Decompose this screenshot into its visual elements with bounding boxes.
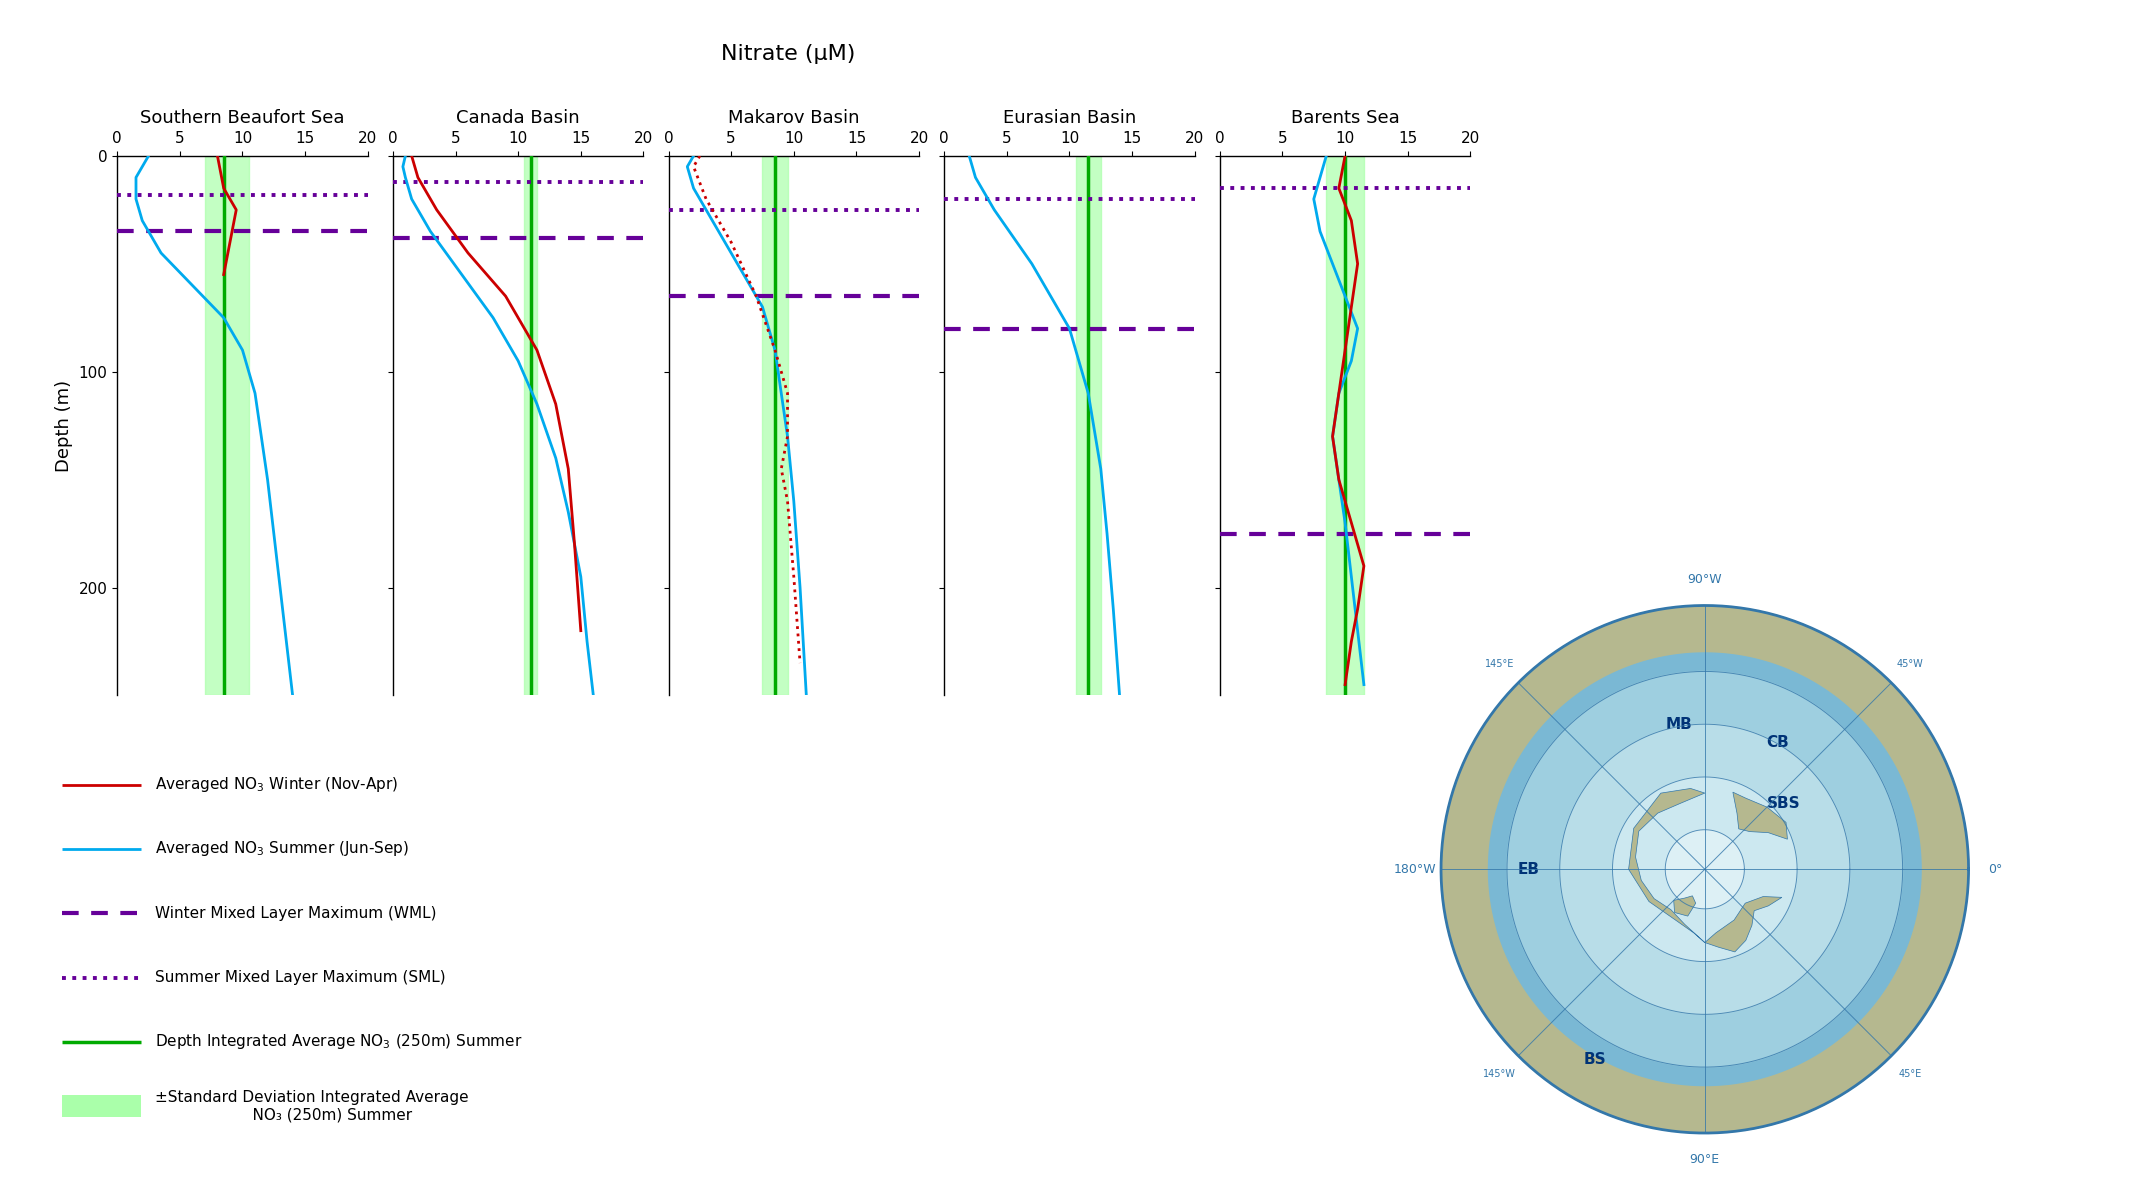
Text: 90°W: 90°W	[1688, 573, 1722, 585]
Text: BS: BS	[1583, 1053, 1607, 1067]
Bar	[763, 156, 788, 695]
Polygon shape	[1705, 897, 1782, 952]
Text: Averaged NO$_3$ Summer (Jun-Sep): Averaged NO$_3$ Summer (Jun-Sep)	[156, 839, 409, 858]
Bar	[62, 1095, 141, 1117]
Text: Depth Integrated Average NO$_3$ (250m) Summer: Depth Integrated Average NO$_3$ (250m) S…	[156, 1032, 522, 1052]
Text: 145°E: 145°E	[1485, 659, 1515, 669]
Text: 145°W: 145°W	[1483, 1070, 1515, 1079]
Bar	[1076, 156, 1102, 695]
Text: CB: CB	[1767, 735, 1790, 749]
Text: Summer Mixed Layer Maximum (SML): Summer Mixed Layer Maximum (SML)	[156, 970, 445, 986]
Polygon shape	[1628, 789, 1705, 942]
Polygon shape	[1441, 605, 1969, 1133]
Text: 45°W: 45°W	[1897, 659, 1924, 669]
Text: EB: EB	[1517, 862, 1541, 876]
Bar	[1325, 156, 1364, 695]
Text: 0°: 0°	[1988, 863, 2003, 875]
Polygon shape	[1507, 671, 1903, 1067]
Polygon shape	[1560, 724, 1850, 1014]
Polygon shape	[1490, 653, 1922, 1085]
Text: SBS: SBS	[1767, 796, 1801, 811]
Text: ±Standard Deviation Integrated Average
                    NO₃ (250m) Summer: ±Standard Deviation Integrated Average N…	[156, 1090, 469, 1122]
Title: Southern Beaufort Sea: Southern Beaufort Sea	[141, 109, 345, 127]
Polygon shape	[1613, 777, 1796, 962]
Text: Averaged NO$_3$ Winter (Nov-Apr): Averaged NO$_3$ Winter (Nov-Apr)	[156, 775, 398, 794]
Polygon shape	[1664, 830, 1745, 909]
Polygon shape	[1733, 793, 1788, 839]
Text: 45°E: 45°E	[1899, 1070, 1922, 1079]
Text: 180°W: 180°W	[1394, 863, 1436, 875]
Title: Eurasian Basin: Eurasian Basin	[1004, 109, 1136, 127]
Title: Makarov Basin: Makarov Basin	[729, 109, 859, 127]
Title: Barents Sea: Barents Sea	[1291, 109, 1400, 127]
Y-axis label: Depth (m): Depth (m)	[55, 380, 72, 471]
Polygon shape	[1673, 896, 1696, 916]
Text: 90°E: 90°E	[1690, 1153, 1720, 1165]
Text: Winter Mixed Layer Maximum (WML): Winter Mixed Layer Maximum (WML)	[156, 905, 437, 921]
Text: MB: MB	[1666, 717, 1692, 733]
Bar	[205, 156, 249, 695]
Text: Nitrate (μM): Nitrate (μM)	[720, 44, 857, 64]
Title: Canada Basin: Canada Basin	[456, 109, 580, 127]
Bar	[524, 156, 537, 695]
